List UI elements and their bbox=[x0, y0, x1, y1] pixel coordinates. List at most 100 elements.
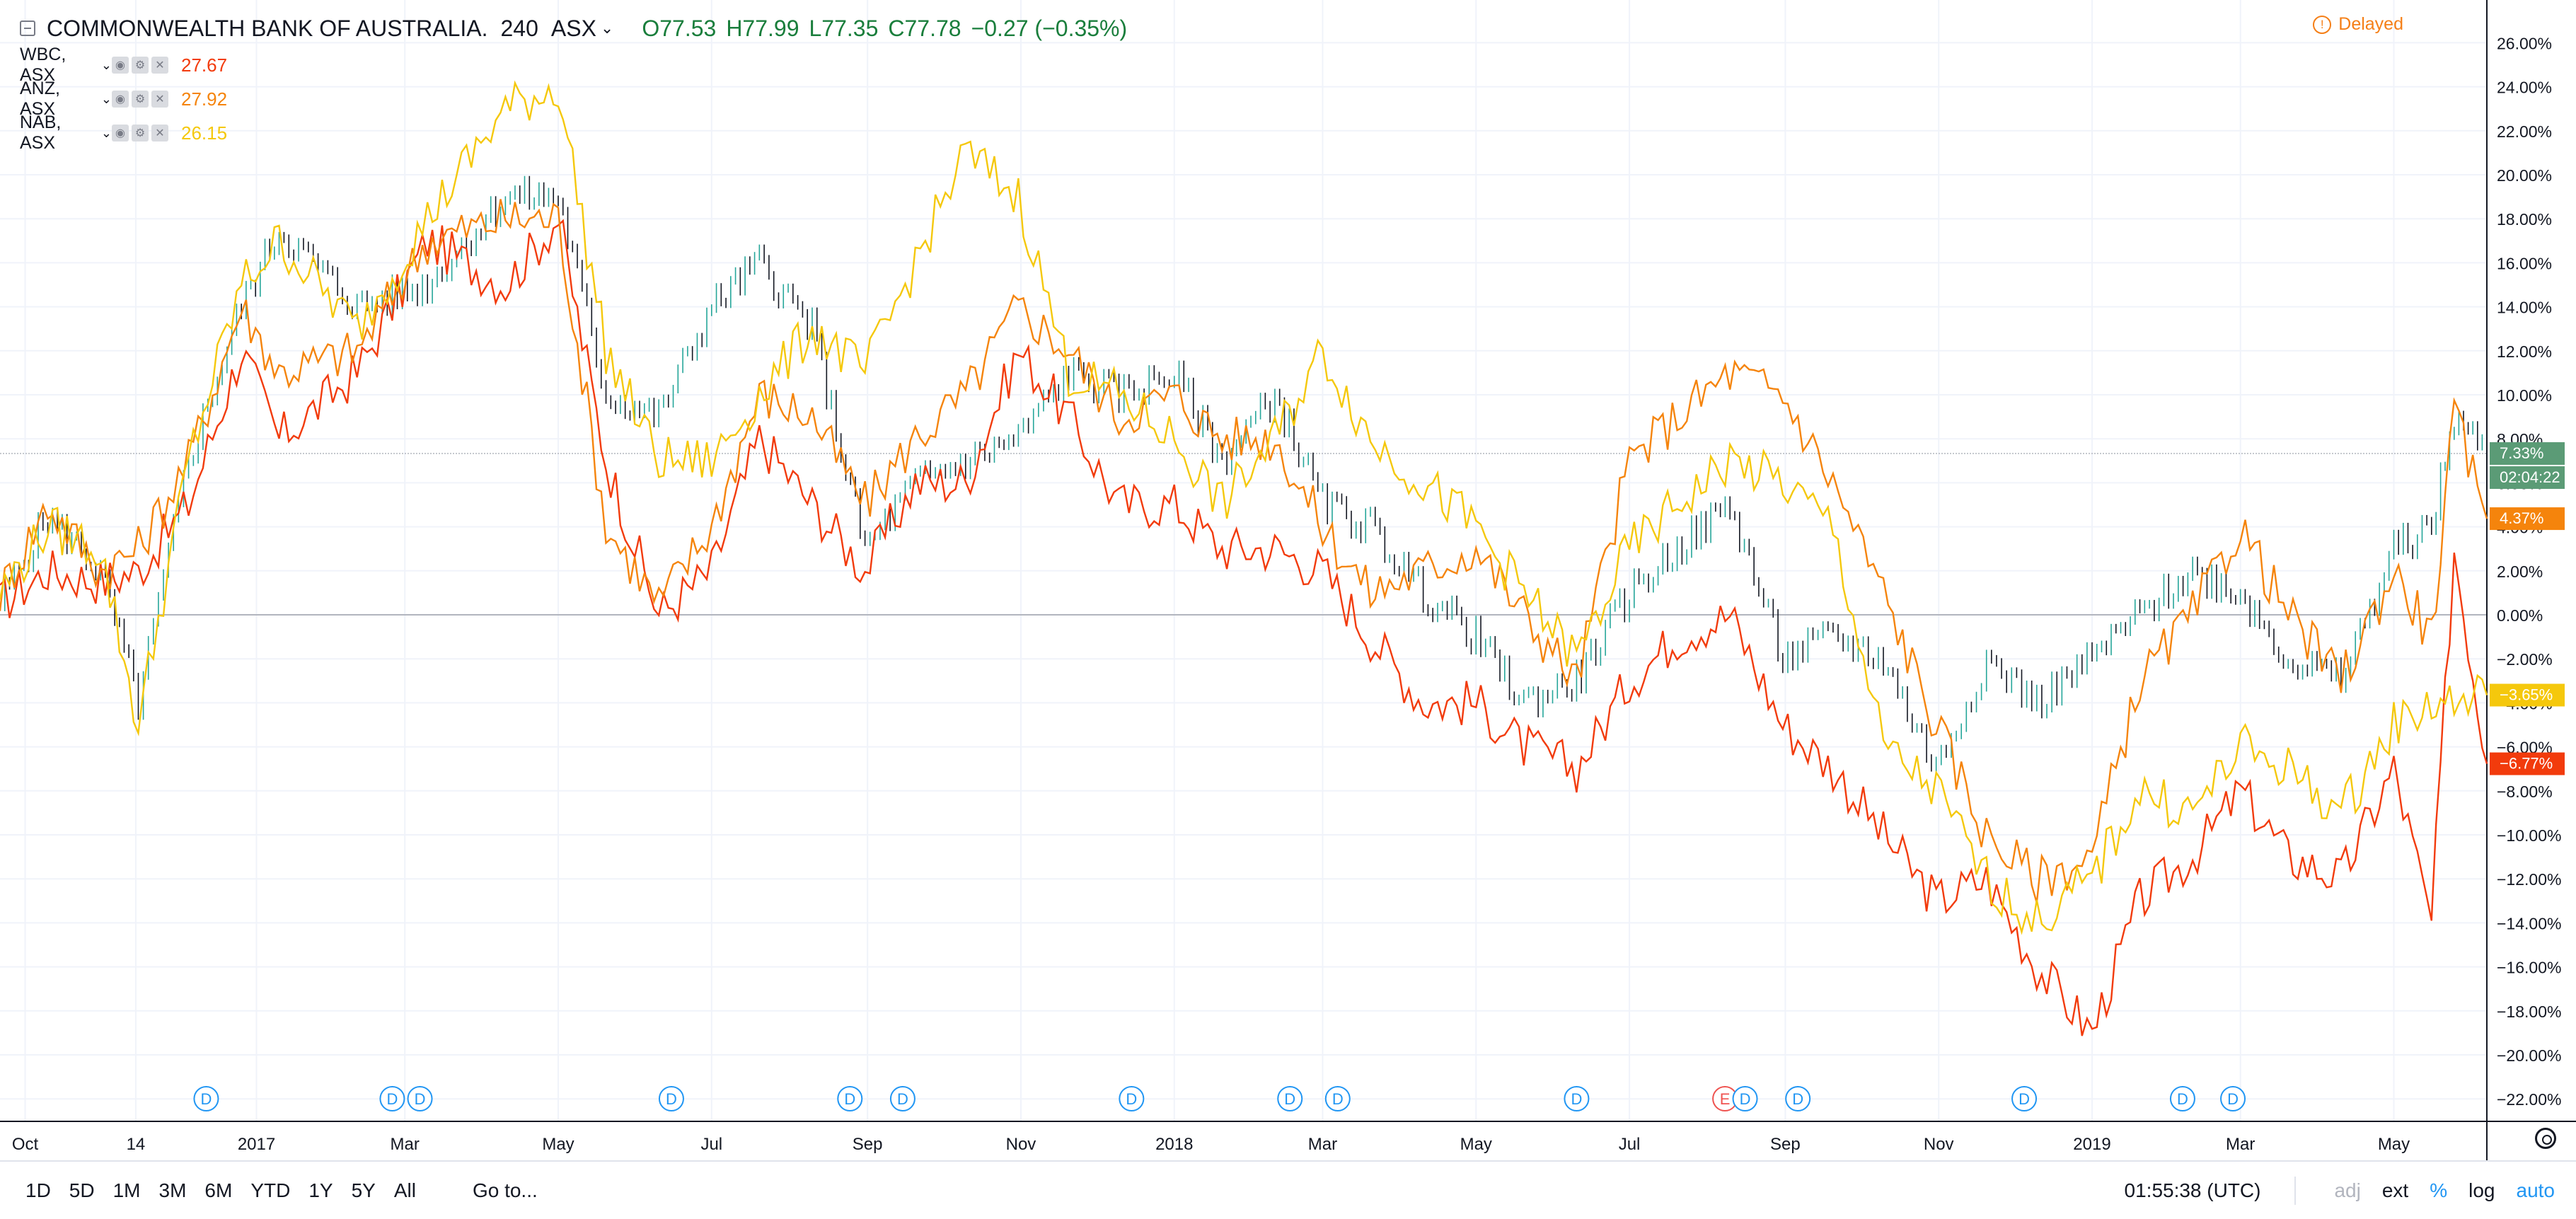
chart-grid bbox=[0, 0, 2487, 1121]
compare-row-anz[interactable]: ANZ, ASX ⌄ ◉ ⚙ ✕ 27.92 bbox=[20, 79, 1137, 119]
y-tick-label: −12.00% bbox=[2497, 870, 2561, 889]
range-1y[interactable]: 1Y bbox=[308, 1179, 333, 1201]
ext-toggle[interactable]: ext bbox=[2381, 1179, 2409, 1201]
settings-gear-icon[interactable] bbox=[2535, 1128, 2556, 1149]
event-marker[interactable] bbox=[837, 1086, 863, 1111]
x-tick-label: Nov bbox=[1006, 1135, 1036, 1154]
event-marker[interactable] bbox=[2011, 1086, 2038, 1111]
gear-icon[interactable]: ⚙ bbox=[132, 125, 149, 141]
series-line-wbc[interactable] bbox=[0, 219, 2488, 1036]
range-1d[interactable]: 1D bbox=[25, 1179, 51, 1201]
compare-row-nab[interactable]: NAB, ASX ⌄ ◉ ⚙ ✕ 26.15 bbox=[20, 112, 1137, 153]
event-marker[interactable] bbox=[1732, 1086, 1758, 1111]
x-tick-label: Jul bbox=[1619, 1135, 1641, 1154]
event-marker-label: D bbox=[200, 1090, 212, 1108]
compare-symbol[interactable]: NAB, ASX ⌄ bbox=[20, 112, 112, 154]
auto-toggle[interactable]: auto bbox=[2516, 1179, 2555, 1201]
last-value-badge bbox=[2490, 442, 2565, 466]
event-marker[interactable] bbox=[1785, 1086, 1811, 1111]
event-marker[interactable] bbox=[407, 1086, 433, 1111]
interval-label[interactable]: 240 bbox=[500, 15, 538, 41]
adj-toggle[interactable]: adj bbox=[2334, 1179, 2361, 1201]
range-5d[interactable]: 5D bbox=[69, 1179, 95, 1201]
symbol-title[interactable]: COMMONWEALTH BANK OF AUSTRALIA. bbox=[47, 15, 488, 41]
event-marker-label: D bbox=[1284, 1090, 1295, 1108]
compare-row-wbc[interactable]: WBC, ASX ⌄ ◉ ⚙ ✕ 27.67 bbox=[20, 45, 1137, 85]
percent-toggle[interactable]: % bbox=[2430, 1179, 2448, 1201]
y-tick-label: 16.00% bbox=[2497, 254, 2552, 272]
collapse-icon[interactable] bbox=[20, 21, 35, 36]
event-marker[interactable] bbox=[379, 1086, 405, 1111]
main-symbol-row[interactable]: COMMONWEALTH BANK OF AUSTRALIA. 240 ASX … bbox=[20, 8, 1137, 48]
close-icon[interactable]: ✕ bbox=[151, 57, 168, 74]
event-marker[interactable] bbox=[1277, 1086, 1303, 1111]
event-marker[interactable] bbox=[1324, 1086, 1351, 1111]
x-tick-label: Jul bbox=[700, 1135, 722, 1154]
y-tick-label: −20.00% bbox=[2497, 1046, 2561, 1065]
x-tick-label: 2017 bbox=[238, 1135, 275, 1154]
event-marker[interactable] bbox=[2220, 1086, 2246, 1111]
x-tick-label: Mar bbox=[2226, 1135, 2255, 1154]
goto-button[interactable]: Go to... bbox=[472, 1179, 538, 1201]
series-line-anz[interactable] bbox=[0, 199, 2488, 903]
last-value-text: 7.33% bbox=[2500, 444, 2543, 462]
y-tick-label: −18.00% bbox=[2497, 1003, 2561, 1021]
y-tick-label: 2.00% bbox=[2497, 562, 2543, 581]
last-value-badge bbox=[2490, 507, 2565, 531]
x-tick-label: Sep bbox=[853, 1135, 883, 1154]
delayed-label: Delayed bbox=[2338, 14, 2403, 34]
event-marker[interactable] bbox=[193, 1086, 219, 1111]
event-marker[interactable] bbox=[1564, 1086, 1590, 1111]
log-toggle[interactable]: log bbox=[2468, 1179, 2495, 1201]
range-1m[interactable]: 1M bbox=[112, 1179, 141, 1201]
utc-clock[interactable]: 01:55:38 (UTC) bbox=[2124, 1179, 2261, 1201]
event-marker-label: D bbox=[2018, 1090, 2030, 1108]
last-value-text: −6.77% bbox=[2500, 755, 2553, 773]
compare-symbol[interactable]: WBC, ASX ⌄ bbox=[20, 45, 112, 86]
low-value: L77.35 bbox=[809, 15, 879, 41]
range-ytd[interactable]: YTD bbox=[250, 1179, 291, 1201]
chevron-down-icon[interactable]: ⌄ bbox=[600, 19, 614, 37]
delayed-badge[interactable]: ! Delayed bbox=[2313, 14, 2403, 35]
x-tick-label: 14 bbox=[127, 1135, 146, 1154]
open-value: O77.53 bbox=[642, 15, 717, 41]
event-marker-label: D bbox=[1126, 1090, 1137, 1108]
event-marker[interactable] bbox=[889, 1086, 916, 1111]
info-icon: ! bbox=[2313, 15, 2332, 34]
y-tick-label: −2.00% bbox=[2497, 650, 2553, 669]
compare-value: 27.92 bbox=[181, 88, 228, 110]
range-all[interactable]: All bbox=[393, 1179, 416, 1201]
compare-symbol[interactable]: ANZ, ASX ⌄ bbox=[20, 79, 112, 120]
event-marker-label: D bbox=[666, 1090, 677, 1108]
series-line-nab[interactable] bbox=[0, 80, 2488, 935]
y-tick-label: 24.00% bbox=[2497, 79, 2552, 97]
eye-icon[interactable]: ◉ bbox=[112, 125, 129, 141]
y-tick-label: 18.00% bbox=[2497, 210, 2552, 229]
range-3m[interactable]: 3M bbox=[158, 1179, 187, 1201]
exchange-label[interactable]: ASX bbox=[550, 15, 596, 41]
chevron-down-icon[interactable]: ⌄ bbox=[100, 125, 112, 140]
y-tick-label: 10.00% bbox=[2497, 386, 2552, 405]
gear-icon[interactable]: ⚙ bbox=[132, 57, 149, 74]
gear-icon[interactable]: ⚙ bbox=[132, 91, 149, 108]
range-6m[interactable]: 6M bbox=[204, 1179, 233, 1201]
eye-icon[interactable]: ◉ bbox=[112, 91, 129, 108]
event-marker[interactable] bbox=[1119, 1086, 1145, 1111]
high-value: H77.99 bbox=[726, 15, 799, 41]
chevron-down-icon[interactable]: ⌄ bbox=[100, 91, 112, 106]
bottom-toolbar: 1D 5D 1M 3M 6M YTD 1Y 5Y All Go to... 01… bbox=[0, 1160, 2576, 1219]
chevron-down-icon[interactable]: ⌄ bbox=[100, 57, 112, 72]
close-icon[interactable]: ✕ bbox=[151, 125, 168, 141]
x-tick-label: May bbox=[1460, 1135, 1492, 1154]
y-tick-label: −16.00% bbox=[2497, 959, 2561, 977]
event-marker-label: D bbox=[897, 1090, 908, 1108]
event-marker-label: D bbox=[2177, 1090, 2188, 1108]
close-icon[interactable]: ✕ bbox=[151, 91, 168, 108]
event-marker[interactable] bbox=[2169, 1086, 2195, 1111]
event-marker[interactable] bbox=[658, 1086, 684, 1111]
eye-icon[interactable]: ◉ bbox=[112, 57, 129, 74]
range-5y[interactable]: 5Y bbox=[351, 1179, 376, 1201]
compare-symbol-label: WBC, ASX bbox=[20, 45, 67, 85]
